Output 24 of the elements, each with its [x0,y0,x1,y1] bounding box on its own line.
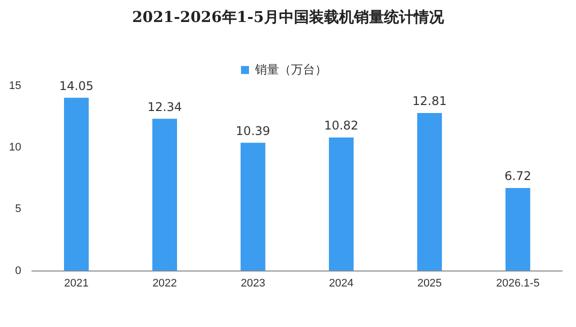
x-tick-label: 2024 [329,277,354,290]
y-tick-label: 5 [15,203,22,216]
y-tick-label: 15 [8,80,22,92]
data-label: 10.39 [236,124,270,138]
bar [417,112,442,271]
x-tick-label: 2022 [152,277,177,290]
y-tick-label: 0 [15,264,22,277]
data-label: 14.05 [59,78,94,93]
bar [152,118,178,271]
x-tick-label: 2021 [64,277,89,290]
bar [240,142,266,271]
y-tick-label: 10 [8,142,22,154]
bar [328,138,354,271]
bar [64,98,89,271]
x-tick-label: 2026.1-5 [496,277,540,290]
data-label: 6.72 [504,169,532,184]
legend-label: 销量（万台） [254,62,327,76]
data-label: 10.82 [324,118,358,133]
data-label: 12.34 [147,100,182,114]
data-label: 12.81 [412,94,447,108]
x-tick-label: 2025 [417,277,442,290]
x-tick-label: 2023 [240,277,266,290]
bar [505,188,530,271]
chart-title: 2021-2026年1-5月中国装载机销量统计情况 [131,8,445,27]
